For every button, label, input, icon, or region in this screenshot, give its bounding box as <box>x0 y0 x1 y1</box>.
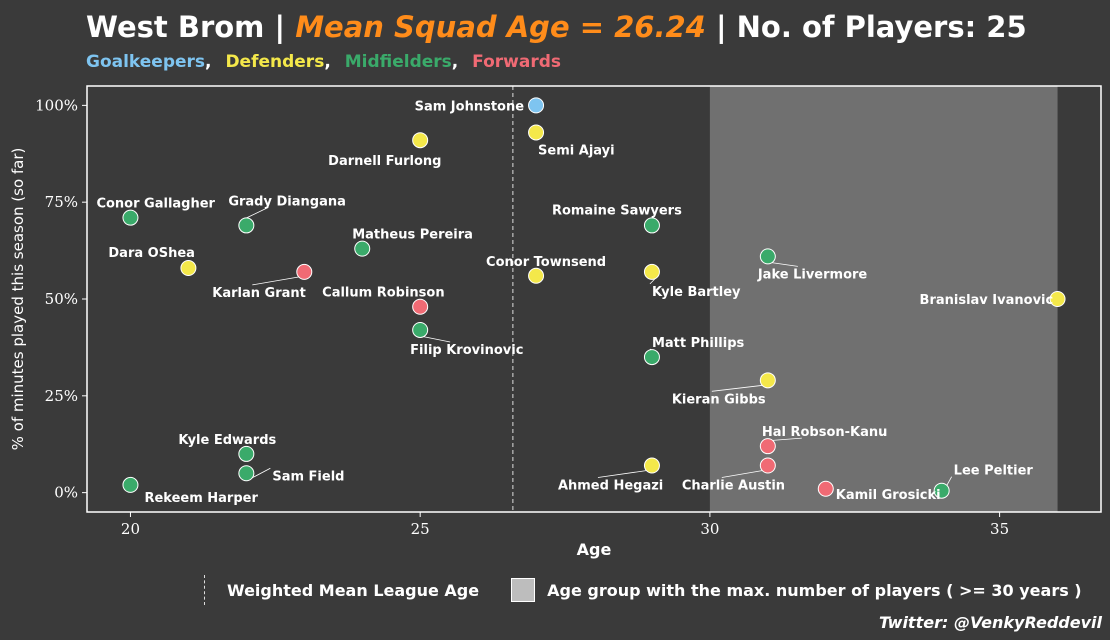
x-tick-label: 25 <box>411 520 430 538</box>
credit: Twitter: @VenkyReddevil <box>878 613 1102 632</box>
label-charlie-austin: Charlie Austin <box>682 479 785 494</box>
point-matheus-pereira <box>354 240 371 257</box>
title-separator: | <box>705 10 737 44</box>
age-band-swatch <box>511 578 536 602</box>
point-darnell-furlong <box>412 132 429 149</box>
point-conor-townsend <box>528 267 545 284</box>
label-kyle-edwards: Kyle Edwards <box>178 433 276 448</box>
label-conor-townsend: Conor Townsend <box>486 255 606 270</box>
leader-ahmed-hegazi <box>597 470 647 478</box>
point-kyle-edwards <box>238 445 255 462</box>
point-ahmed-hegazi <box>643 457 660 474</box>
y-tick-label: 0% <box>54 484 78 502</box>
point-hal-robson-kanu <box>759 438 776 455</box>
label-branislav-ivanovic: Branislav Ivanovic <box>920 293 1054 308</box>
label-kieran-gibbs: Kieran Gibbs <box>672 392 766 407</box>
age-band-label: Age group with the max. number of player… <box>547 580 1082 600</box>
y-tick-label: 50% <box>45 290 78 308</box>
chart-title: West Brom | Mean Squad Age = 26.24 | No.… <box>86 10 1027 44</box>
label-grady-diangana: Grady Diangana <box>228 194 346 209</box>
label-sam-johnstone: Sam Johnstone <box>415 99 525 114</box>
x-tick-label: 30 <box>700 520 719 538</box>
label-callum-robinson: Callum Robinson <box>322 286 444 301</box>
leader-sam-field <box>251 467 271 479</box>
point-filip-krovinovic <box>412 321 429 338</box>
title-player-count: No. of Players: 25 <box>736 10 1027 44</box>
mean-line-swatch <box>204 575 205 605</box>
label-kamil-grosicki: Kamil Grosicki <box>836 488 941 503</box>
y-tick-label: 75% <box>45 193 78 211</box>
mean-line-label: Weighted Mean League Age <box>227 580 480 600</box>
y-axis-title: % of minutes played this season (so far) <box>9 148 27 451</box>
point-sam-johnstone <box>528 97 545 114</box>
y-tick-label: 100% <box>35 96 78 114</box>
label-hal-robson-kanu: Hal Robson-Kanu <box>762 425 888 440</box>
label-dara-oshea: Dara OShea <box>108 246 195 261</box>
x-axis-title: Age <box>577 540 612 559</box>
label-jake-livermore: Jake Livermore <box>757 267 868 282</box>
point-lee-peltier <box>933 482 950 499</box>
label-kyle-bartley: Kyle Bartley <box>652 285 741 300</box>
label-conor-gallagher: Conor Gallagher <box>96 197 215 212</box>
title-separator: | <box>264 10 296 44</box>
label-semi-ajayi: Semi Ajayi <box>538 143 615 158</box>
legend-defenders: Defenders <box>225 52 325 72</box>
point-conor-gallagher <box>122 209 139 226</box>
title-mean-age: Mean Squad Age = 26.24 <box>295 10 706 44</box>
bottom-legend: Weighted Mean League Age Age group with … <box>196 570 1082 610</box>
point-grady-diangana <box>238 217 255 234</box>
label-rekeem-harper: Rekeem Harper <box>144 491 258 506</box>
point-kyle-bartley <box>643 263 660 280</box>
point-karlan-grant <box>296 263 313 280</box>
label-matheus-pereira: Matheus Pereira <box>352 228 473 243</box>
legend-forwards: Forwards <box>472 52 562 72</box>
point-charlie-austin <box>759 457 776 474</box>
point-branislav-ivanovic <box>1049 291 1066 307</box>
leader-charlie-austin <box>721 470 763 478</box>
point-dara-oshea <box>180 260 197 277</box>
label-matt-phillips: Matt Phillips <box>652 336 745 351</box>
label-lee-peltier: Lee Peltier <box>954 464 1034 479</box>
point-jake-livermore <box>759 248 776 265</box>
label-sam-field: Sam Field <box>272 469 344 484</box>
point-semi-ajayi <box>528 124 545 141</box>
x-tick-label: 20 <box>121 520 140 538</box>
y-tick-label: 25% <box>45 387 78 405</box>
leader-karlan-grant <box>252 276 300 286</box>
label-karlan-grant: Karlan Grant <box>212 286 306 301</box>
point-rekeem-harper <box>122 476 139 493</box>
point-kieran-gibbs <box>759 372 776 389</box>
point-sam-field <box>238 465 255 482</box>
leader-kieran-gibbs <box>711 384 763 392</box>
position-legend: Goalkeepers, Defenders, Midfielders, For… <box>86 52 562 72</box>
legend-goalkeepers: Goalkeepers <box>86 52 206 72</box>
label-filip-krovinovic: Filip Krovinovic <box>410 343 523 358</box>
point-callum-robinson <box>412 298 429 315</box>
label-ahmed-hegazi: Ahmed Hegazi <box>558 479 663 494</box>
leader-lee-peltier <box>946 476 953 486</box>
x-tick-label: 35 <box>990 520 1009 538</box>
label-darnell-furlong: Darnell Furlong <box>328 154 441 169</box>
legend-midfielders: Midfielders <box>344 52 452 72</box>
label-romaine-sawyers: Romaine Sawyers <box>552 203 682 218</box>
point-kamil-grosicki <box>817 480 834 497</box>
point-romaine-sawyers <box>643 217 660 234</box>
point-matt-phillips <box>643 349 660 366</box>
title-team: West Brom <box>86 10 265 44</box>
